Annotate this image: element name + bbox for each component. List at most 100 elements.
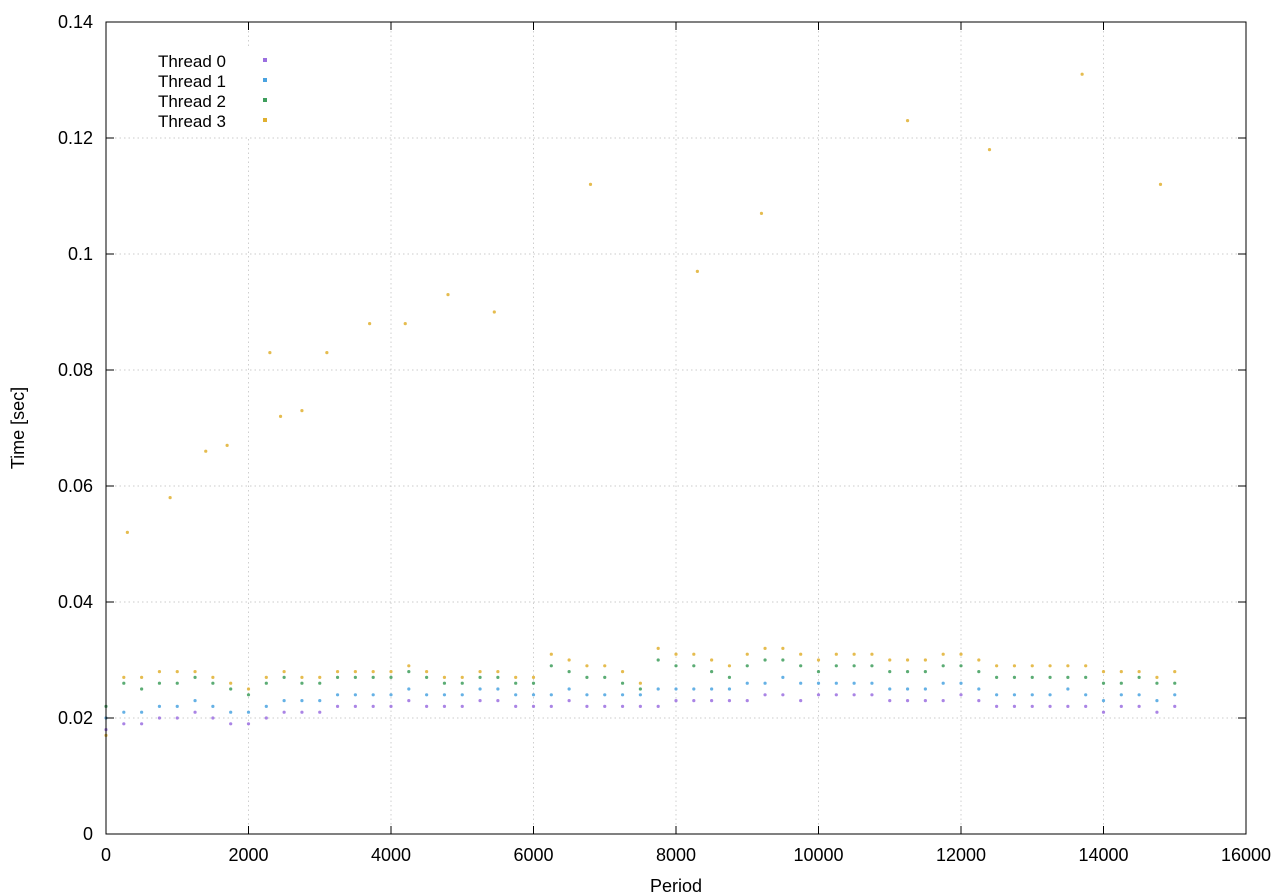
x-tick-label: 0 <box>101 845 111 865</box>
y-tick-label: 0.14 <box>58 12 93 32</box>
data-point <box>656 704 660 709</box>
data-point <box>425 670 429 674</box>
data-point <box>710 687 714 691</box>
data-point <box>852 681 856 685</box>
data-point <box>211 675 215 680</box>
data-point <box>588 182 593 186</box>
y-axis-title: Time [sec] <box>8 387 28 469</box>
data-point <box>211 704 215 709</box>
data-points <box>104 72 1177 738</box>
x-tick-label: 10000 <box>793 845 843 865</box>
data-point <box>318 675 322 680</box>
data-point <box>318 699 322 703</box>
data-point <box>478 699 482 703</box>
data-point <box>371 675 375 680</box>
legend-label-thread-3: Thread 3 <box>158 112 226 131</box>
data-point <box>977 658 981 662</box>
data-point <box>799 664 803 668</box>
data-point <box>353 675 357 680</box>
data-point <box>442 704 447 709</box>
data-point <box>193 710 197 714</box>
data-point <box>1137 704 1141 709</box>
data-point <box>246 687 251 691</box>
data-point <box>905 119 910 123</box>
data-point <box>407 664 411 668</box>
data-point <box>492 310 496 314</box>
data-point <box>514 675 518 680</box>
data-point <box>122 722 126 726</box>
data-point <box>1080 72 1084 76</box>
data-point <box>567 670 571 674</box>
data-point <box>193 670 197 674</box>
data-point <box>905 670 910 674</box>
series-3 <box>104 72 1177 738</box>
data-point <box>585 704 589 709</box>
data-point <box>923 687 927 691</box>
data-point <box>425 675 429 680</box>
data-point <box>870 652 874 656</box>
data-point <box>923 699 927 703</box>
data-point <box>638 704 642 709</box>
data-point <box>157 681 162 685</box>
x-tick-label: 12000 <box>936 845 986 865</box>
data-point <box>620 704 625 709</box>
data-point <box>282 710 286 714</box>
data-point <box>727 699 732 703</box>
data-point <box>1119 704 1123 709</box>
data-point <box>1048 664 1052 668</box>
data-point <box>268 351 272 355</box>
data-point <box>282 670 286 674</box>
data-point <box>852 664 856 668</box>
data-point <box>1119 681 1123 685</box>
series-2 <box>104 658 1177 709</box>
data-point <box>995 693 999 697</box>
data-point <box>389 670 393 674</box>
data-point <box>941 699 945 703</box>
data-point <box>692 699 696 703</box>
tick-labels: 0 2000 4000 6000 8000 10000 12000 14000 16000 0 0.… <box>58 12 1271 865</box>
data-point <box>175 704 179 709</box>
data-point <box>727 664 732 668</box>
data-point <box>977 699 981 703</box>
x-axis-title: Period <box>650 876 702 896</box>
data-point <box>514 693 518 697</box>
data-point <box>1030 675 1034 680</box>
data-point <box>1048 693 1052 697</box>
data-point <box>620 670 625 674</box>
data-point <box>745 699 749 703</box>
data-point <box>175 681 179 685</box>
data-point <box>229 710 233 714</box>
data-point <box>1173 670 1177 674</box>
data-point <box>282 675 286 680</box>
data-point <box>442 693 447 697</box>
data-point <box>1137 670 1141 674</box>
data-point <box>246 693 251 697</box>
data-point <box>1173 704 1177 709</box>
data-point <box>125 530 129 535</box>
data-point <box>799 699 803 703</box>
data-point <box>229 681 233 685</box>
data-point <box>585 675 589 680</box>
data-point <box>695 269 699 273</box>
data-point <box>300 710 304 714</box>
data-point <box>781 693 785 697</box>
data-point <box>710 670 714 674</box>
data-point <box>603 693 607 697</box>
data-point <box>389 675 393 680</box>
data-point <box>1155 675 1159 680</box>
data-point <box>407 687 411 691</box>
data-point <box>745 652 749 656</box>
data-point <box>763 646 767 651</box>
data-point <box>211 681 215 685</box>
data-point <box>335 675 340 680</box>
data-point <box>1012 675 1017 680</box>
legend-swatch-thread-1 <box>263 78 267 82</box>
data-point <box>460 675 464 680</box>
data-point <box>1066 675 1070 680</box>
data-point <box>335 670 340 674</box>
data-point <box>888 658 892 662</box>
data-point <box>478 675 482 680</box>
data-point <box>425 704 429 709</box>
data-point <box>353 693 357 697</box>
